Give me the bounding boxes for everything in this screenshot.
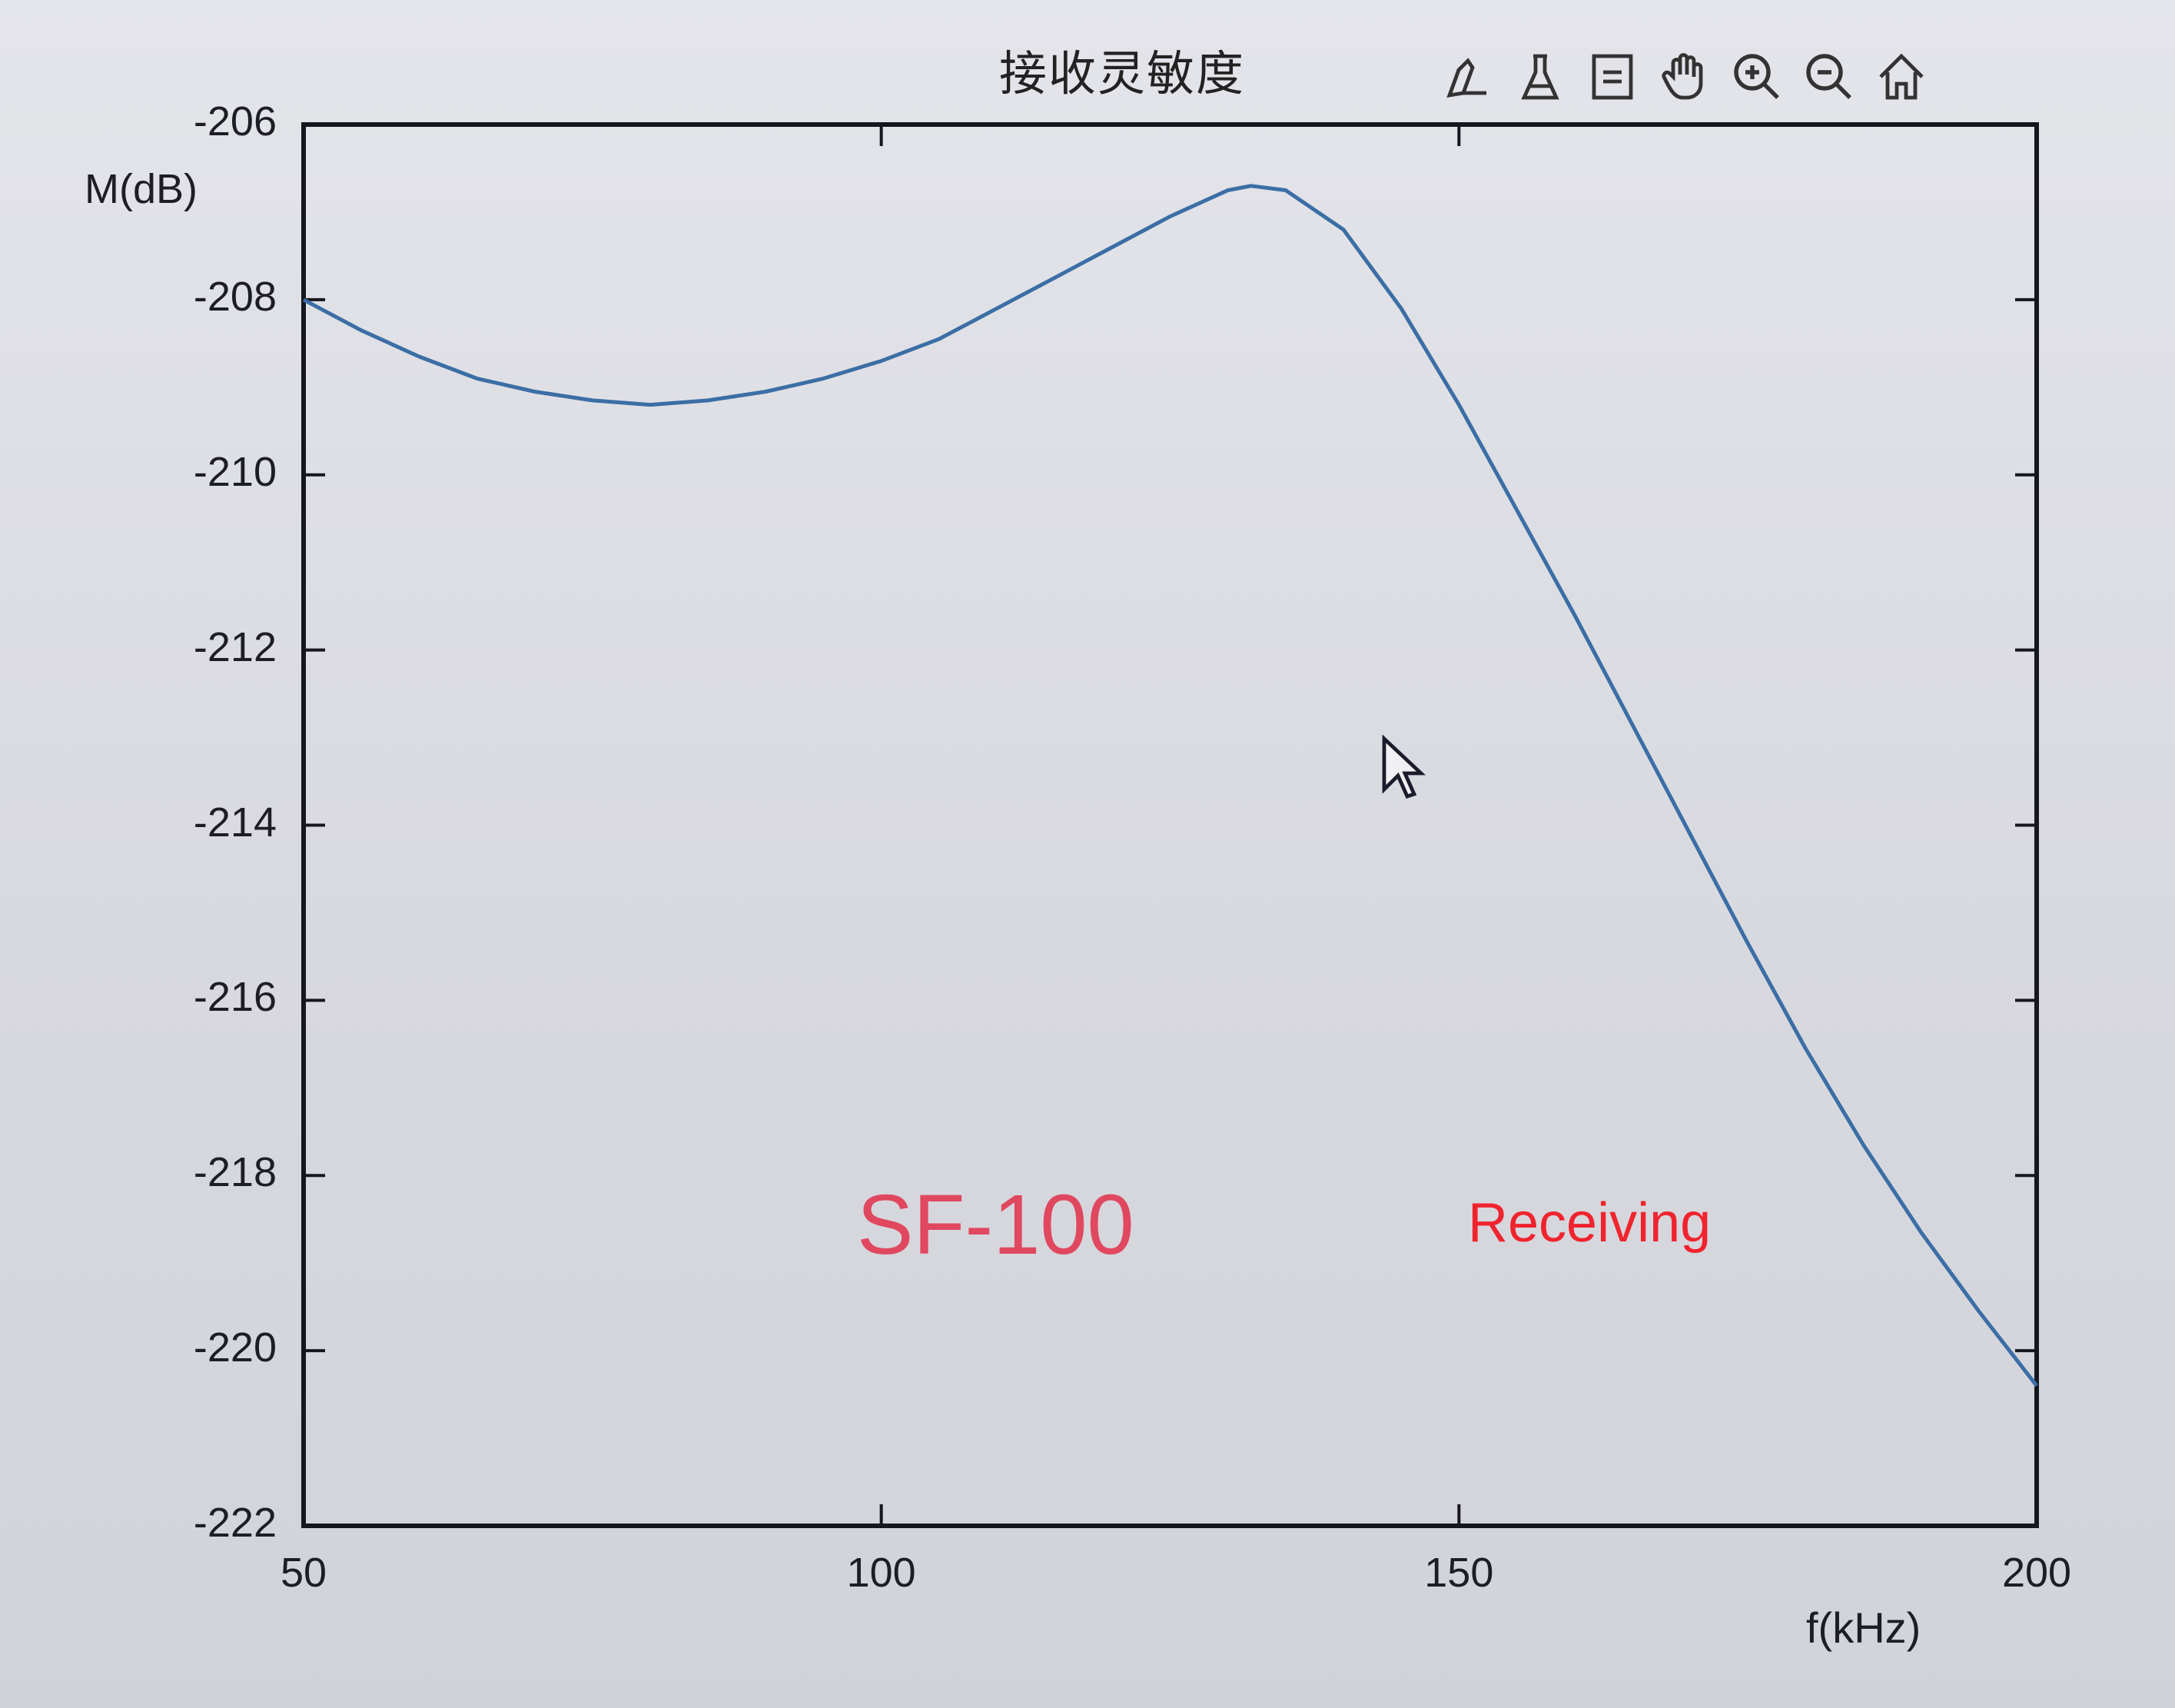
y-tick-label: -218 (193, 1149, 277, 1196)
y-tick-label: -220 (193, 1324, 277, 1371)
data-cursor-button[interactable] (1509, 42, 1571, 111)
axes-toolbar (1437, 42, 1932, 111)
x-tick-label: 200 (2001, 1550, 2072, 1596)
model-annotation: SF-100 (857, 1178, 1134, 1272)
home-button[interactable] (1871, 42, 1932, 111)
y-tick-label: -206 (193, 98, 277, 145)
chart-title: 接收灵敏度 (999, 45, 1246, 101)
x-tick-label: 50 (280, 1550, 327, 1596)
data-line (302, 184, 2038, 1387)
legend-icon (1592, 54, 1633, 100)
y-axis-label: M(dB) (85, 166, 198, 212)
home-icon (1879, 53, 1924, 100)
y-tick-label: -208 (193, 273, 277, 320)
y-tick-label: -222 (193, 1500, 277, 1546)
tick-marks (302, 123, 2038, 1527)
axes-box (301, 122, 2039, 1528)
legend-button[interactable] (1582, 42, 1643, 111)
zoom-out-button[interactable] (1798, 42, 1860, 111)
pan-button[interactable] (1654, 42, 1715, 111)
x-axis-label: f(kHz) (1806, 1603, 1921, 1652)
mode-annotation: Receiving (1468, 1192, 1712, 1254)
x-tick-label: 100 (846, 1550, 916, 1596)
y-tick-label: -214 (193, 799, 277, 846)
zoom-in-button[interactable] (1726, 42, 1788, 111)
y-tick-label: -210 (193, 448, 277, 495)
x-tick-label: 150 (1424, 1550, 1494, 1596)
brush-button[interactable] (1437, 42, 1499, 111)
zoom-out-icon (1806, 54, 1851, 99)
zoom-in-icon (1734, 54, 1779, 99)
y-tick-label: -212 (193, 623, 277, 670)
pan-hand-icon (1662, 53, 1703, 100)
brush-icon (1446, 58, 1486, 98)
data-cursor-icon (1521, 54, 1559, 100)
mouse-pointer-icon (1382, 734, 1426, 799)
y-tick-label: -216 (193, 974, 277, 1021)
